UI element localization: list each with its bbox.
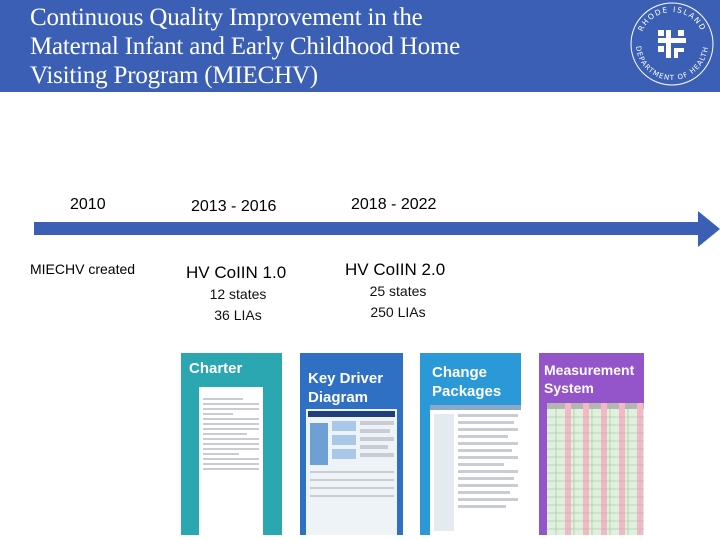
details-lias: 36 LIAs: [214, 307, 262, 323]
charter-document-thumbnail: [199, 387, 263, 535]
milestone-event-miechv-created: MIECHV created: [30, 261, 136, 277]
title-line-3: Visiting Program (MIECHV): [30, 62, 318, 89]
milestone-year-2013-2016: 2013 - 2016: [191, 198, 277, 215]
measurement-system-card-title: Measurement System: [544, 362, 635, 396]
measurement-system-card: Measurement System: [539, 353, 644, 535]
milestone-year-2010: 2010: [70, 196, 106, 213]
key-driver-diagram-card: Key Driver Diagram: [300, 353, 403, 535]
charter-card: Charter: [181, 353, 282, 535]
change-packages-card: Change Packages: [420, 353, 521, 535]
title-line-2: Maternal Infant and Early Childhood Home: [30, 33, 461, 60]
seal-emblem-icon: [658, 30, 686, 58]
title-bar: Continuous Quality Improvement in the Ma…: [0, 0, 720, 92]
rhode-island-health-seal-logo: RHODE ISLAND DEPARTMENT OF HEALTH: [630, 2, 714, 86]
milestone-details-1: 12 states 36 LIAs: [204, 284, 272, 326]
milestone-year-2018-2022: 2018 - 2022: [351, 196, 437, 213]
charter-card-title: Charter: [189, 360, 243, 377]
timeline-arrow: [34, 211, 720, 247]
milestone-details-2: 25 states 250 LIAs: [362, 281, 434, 323]
svg-text:RHODE ISLAND: RHODE ISLAND: [636, 5, 708, 33]
change-packages-thumbnail: [430, 405, 521, 535]
details-states: 25 states: [369, 283, 427, 299]
details-lias: 250 LIAs: [370, 304, 426, 320]
key-driver-diagram-card-title: Key Driver Diagram: [308, 370, 384, 406]
svg-text:DEPARTMENT OF HEALTH: DEPARTMENT OF HEALTH: [634, 45, 710, 82]
details-states: 12 states: [209, 286, 267, 302]
milestone-event-hv-coiin-2: HV CoIIN 2.0: [345, 260, 446, 279]
measurement-spreadsheet-thumbnail: [547, 403, 644, 535]
page-title: Continuous Quality Improvement in the Ma…: [30, 3, 630, 90]
title-line-1: Continuous Quality Improvement in the: [30, 4, 423, 31]
milestone-event-hv-coiin-1: HV CoIIN 1.0: [186, 263, 287, 282]
key-driver-diagram-thumbnail: [306, 409, 397, 535]
change-packages-card-title: Change Packages: [432, 364, 502, 400]
